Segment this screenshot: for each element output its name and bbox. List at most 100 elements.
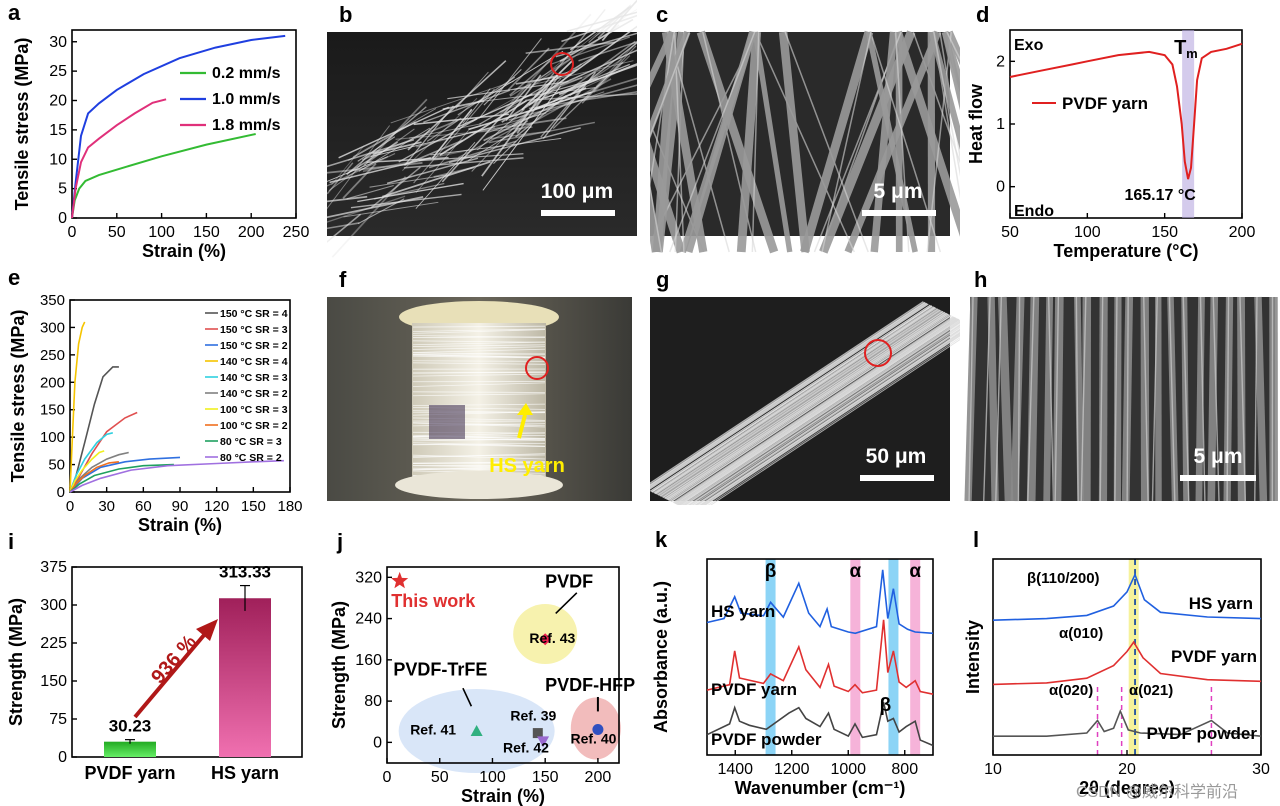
fiber (418, 153, 524, 162)
fiber-highlight (1212, 296, 1220, 502)
panel-letter-c: c (656, 2, 669, 27)
fiber (490, 130, 551, 140)
yarn-winding (412, 335, 546, 338)
fiber (650, 303, 929, 490)
x-tick-label: 200 (1229, 224, 1256, 241)
x-tick-label: 100 (479, 769, 506, 786)
scale-bar-label-b: 100 μm (541, 180, 613, 203)
fiber (363, 98, 428, 166)
yarn-winding (412, 382, 546, 387)
x-axis-label: 2θ (degree) (1079, 778, 1175, 798)
fiber (476, 108, 525, 151)
fiber-highlight (1099, 296, 1104, 502)
bar-value-label: 30.23 (109, 717, 152, 736)
fiber-highlight (650, 121, 705, 253)
y-axis-label: Strength (MPa) (329, 601, 349, 729)
panel-d: 50 100 150 200 0 1 2 Temperature (°C) Heat flow E… (960, 0, 1280, 268)
fiber (601, 0, 637, 42)
fiber-highlight (1075, 296, 1079, 502)
fiber (650, 301, 924, 484)
fiber (327, 213, 362, 243)
panel-letter-b: b (339, 2, 353, 27)
chart-l: 10 20 30 2θ (degree) Intensity HS yarn PVDF ya… (963, 527, 1270, 798)
fiber-highlight (1017, 296, 1021, 502)
x-tick-label: 0 (383, 769, 392, 786)
fiber (678, 318, 959, 505)
legend-label: 80 °C SR = 2 (220, 452, 282, 464)
fiber-highlight (1054, 296, 1060, 502)
hfp-label: PVDF-HFP (545, 675, 635, 695)
y-tick-label: 30 (49, 34, 67, 51)
fiber (752, 31, 793, 253)
fiber (327, 195, 406, 223)
fiber (689, 325, 960, 505)
fiber (346, 185, 394, 200)
fiber (681, 320, 960, 505)
x-tick-label: 100 (1074, 224, 1101, 241)
band (910, 559, 921, 755)
increase-label: 936 % (147, 631, 201, 688)
panel-l: 10 20 30 2θ (degree) Intensity HS yarn PVDF ya… (963, 525, 1280, 806)
fiber (696, 30, 779, 254)
legend-label: 150 °C SR = 4 (220, 308, 288, 320)
series-line (706, 619, 934, 695)
fiber (536, 64, 637, 102)
yarn-winding (412, 355, 546, 359)
fiber (800, 30, 874, 254)
fiber (1098, 296, 1108, 502)
peak-label: α(020) (1049, 682, 1093, 699)
panel-letter: d (976, 2, 989, 27)
legend-label: 100 °C SR = 3 (220, 404, 288, 416)
y-tick-label: 25 (49, 63, 67, 80)
fiber-highlight (1126, 296, 1129, 502)
scale-bar-h (1180, 475, 1256, 481)
fiber (457, 76, 516, 116)
x-axis-label: Strain (%) (461, 786, 545, 806)
fiber (403, 139, 463, 166)
fiber (650, 304, 931, 492)
fiber (430, 137, 562, 156)
fiber (998, 296, 1014, 502)
x-axis-label: Temperature (°C) (1054, 241, 1199, 261)
fiber (701, 332, 960, 505)
y-tick-label: 350 (40, 292, 65, 309)
fiber (534, 87, 587, 110)
fiber-highlight (1182, 296, 1190, 502)
scale-bar-g (860, 475, 934, 481)
series-label: PVDF yarn (1171, 647, 1257, 666)
fiber (666, 312, 948, 500)
watermark: CSDN @威尔科学前沿 (1075, 784, 1238, 801)
yarn-winding (412, 340, 546, 343)
x-tick-label: 1000 (830, 761, 866, 778)
fiber (525, 93, 637, 102)
peak-label: α(010) (1059, 625, 1103, 642)
panel-letter: j (336, 529, 343, 554)
yellow-arrow (517, 414, 527, 439)
tm-label: T (1174, 37, 1186, 59)
fiber (662, 310, 944, 498)
chart-d: 50 100 150 200 0 1 2 Temperature (°C) Heat flow E… (966, 2, 1256, 261)
fiber (439, 99, 527, 156)
fiber (661, 310, 943, 498)
band (888, 559, 899, 755)
hs-yarn-label: HS yarn (489, 455, 565, 477)
x-axis-label: Strain (%) (142, 241, 226, 261)
fiber (509, 59, 552, 96)
legend-label: 150 °C SR = 3 (220, 324, 288, 336)
series-label: PVDF powder (711, 730, 822, 749)
fiber (650, 141, 686, 254)
fiber-highlight (1143, 296, 1149, 502)
yarn-winding (412, 354, 546, 358)
series-line (69, 459, 284, 493)
yarn-winding (412, 360, 546, 362)
band (850, 559, 861, 755)
fiber (778, 31, 810, 253)
series-label: PVDF powder (1146, 724, 1257, 743)
fiber (357, 136, 396, 162)
x-tick-label: 180 (277, 498, 302, 515)
fiber (681, 319, 960, 505)
y-tick-label: 300 (40, 597, 67, 614)
x-tick-label: 200 (238, 224, 265, 241)
fiber (327, 156, 389, 182)
fiber (343, 201, 439, 218)
